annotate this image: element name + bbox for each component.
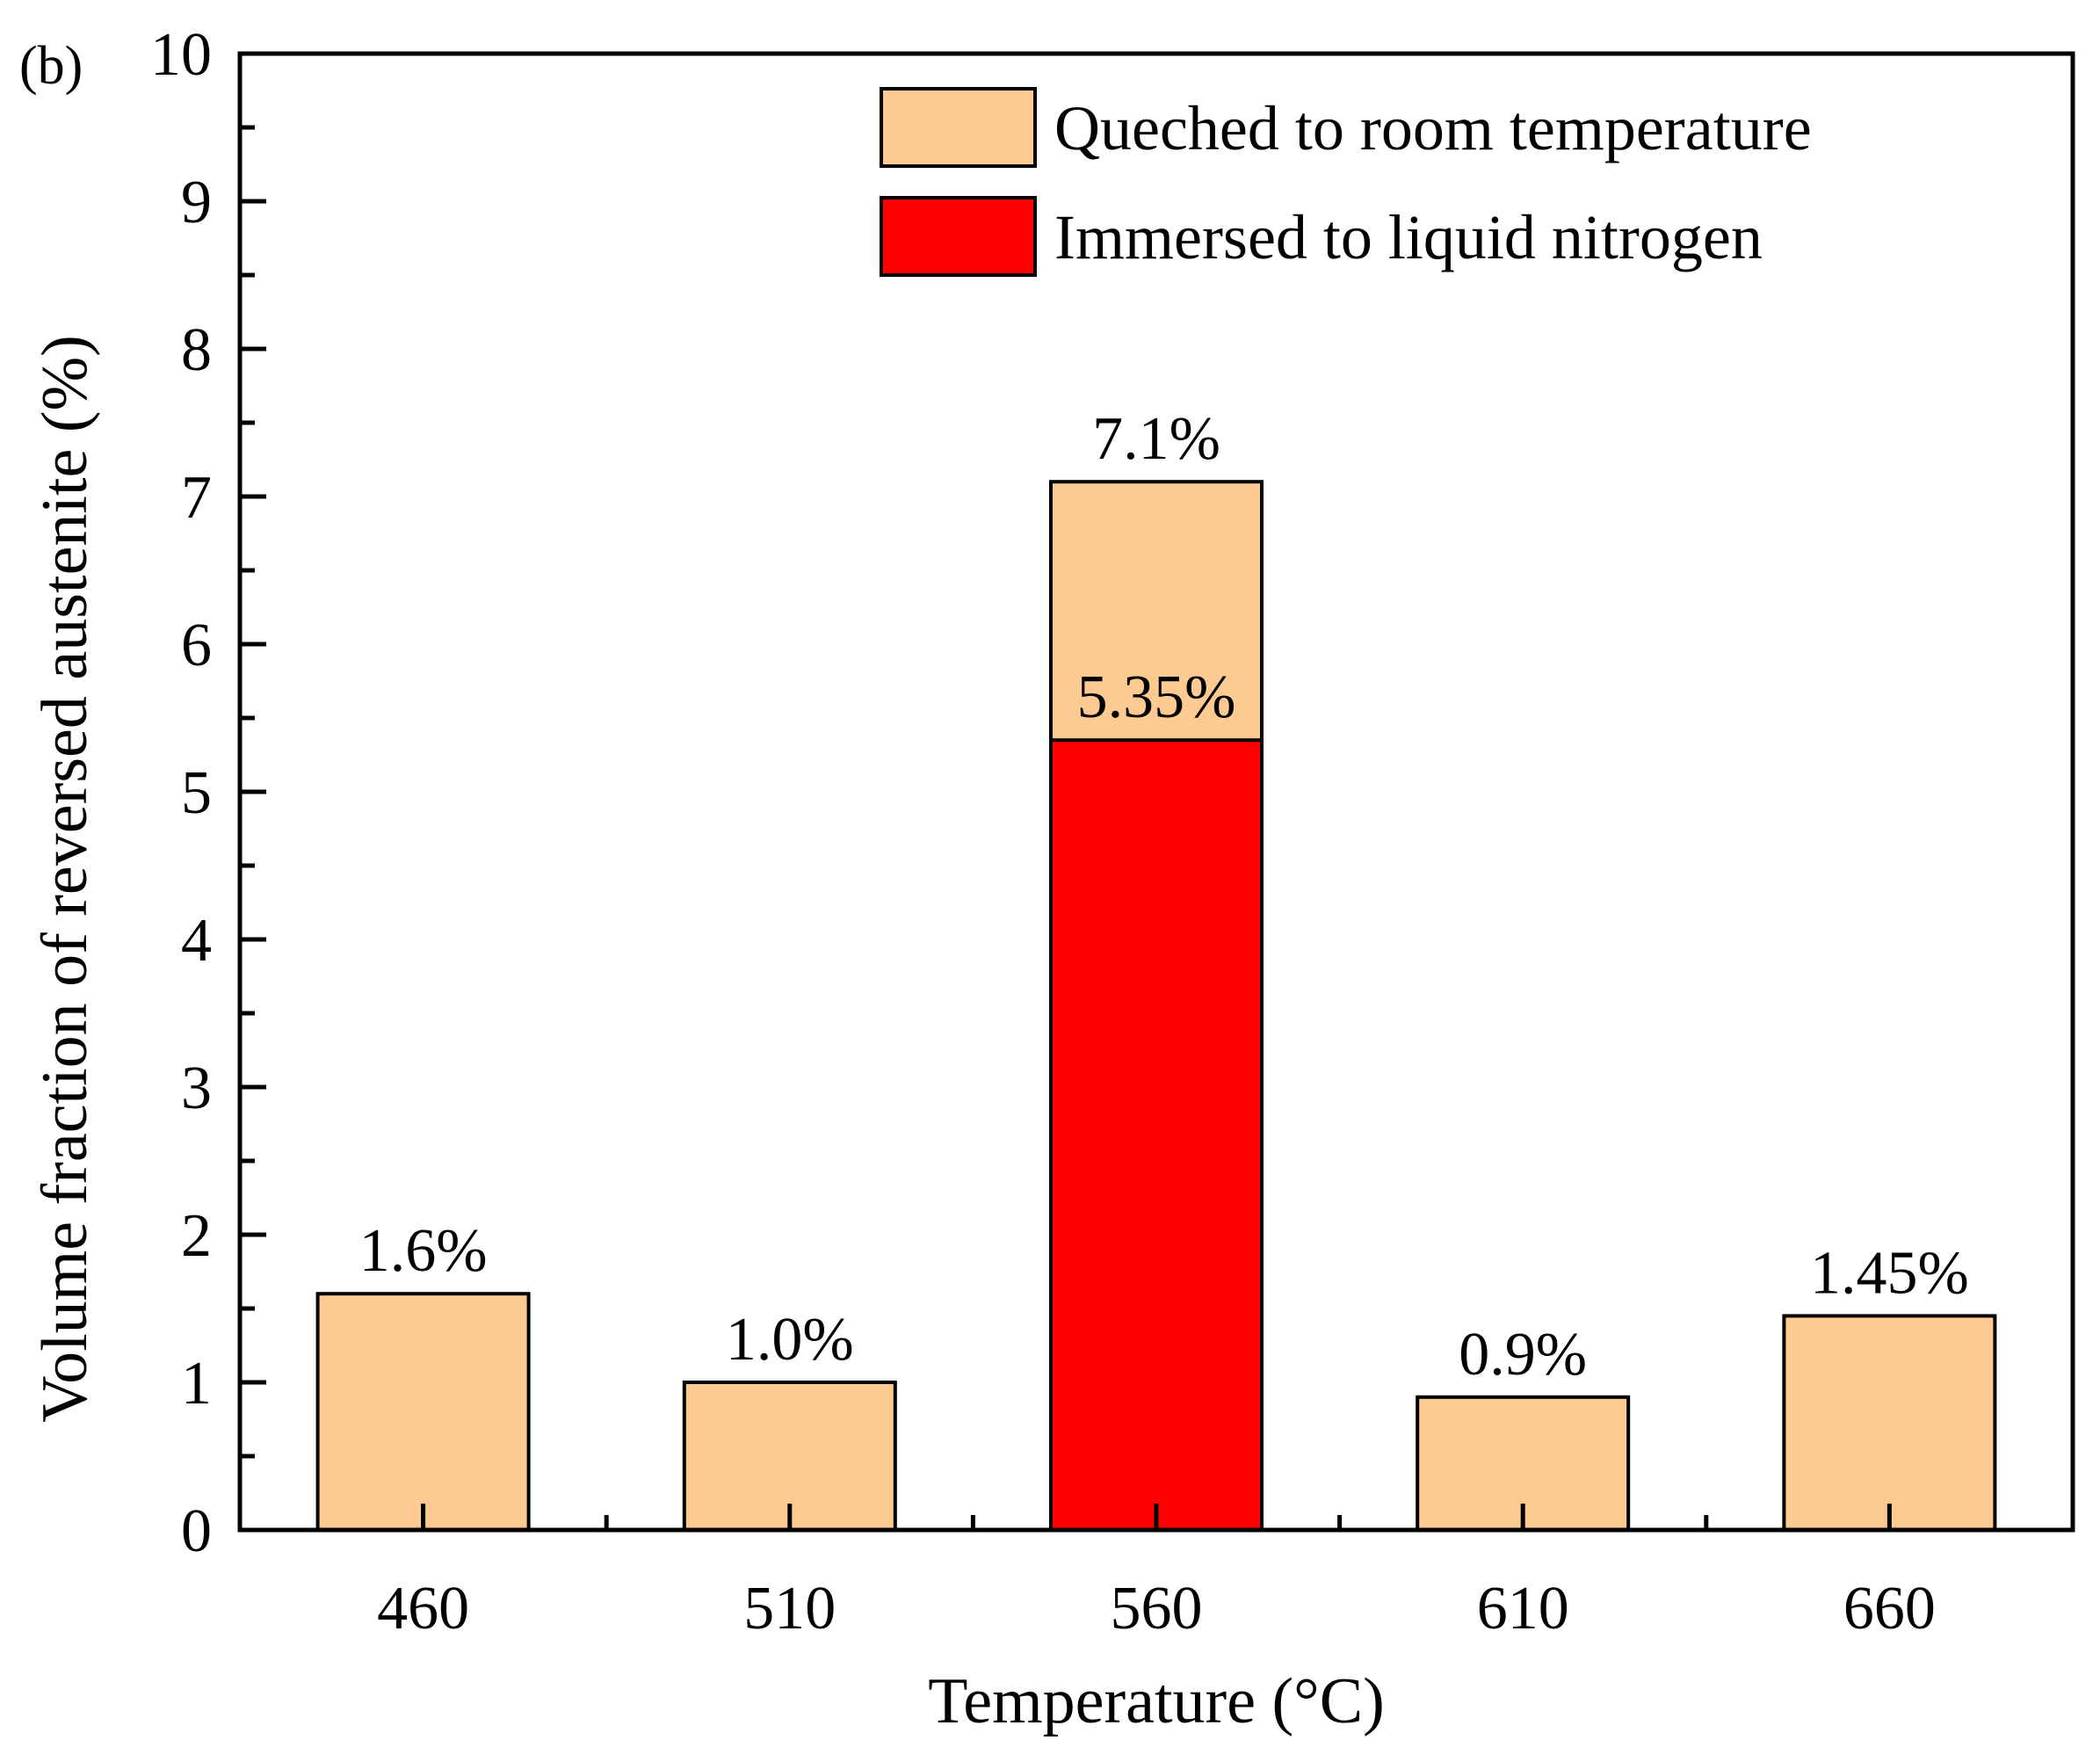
- bar-value-label: 0.9%: [1459, 1321, 1587, 1388]
- bar-value-label: 5.35%: [1077, 663, 1236, 731]
- x-tick-label: 660: [1843, 1575, 1936, 1642]
- legend-swatch: [880, 87, 1037, 168]
- bars-group: [315, 480, 1997, 1533]
- legend-label: Queched to room temperature: [1054, 93, 1812, 163]
- bar-value-label: 1.6%: [359, 1217, 488, 1285]
- legend-label: Immersed to liquid nitrogen: [1054, 202, 1763, 272]
- y-tick-label: 1: [181, 1350, 212, 1417]
- data-labels-group: 1.6% 1.0% 7.1% 0.9% 1.45% 5.35%: [359, 405, 1969, 1388]
- x-tick-label: 610: [1477, 1575, 1569, 1642]
- y-tick-label: 2: [181, 1202, 212, 1270]
- y-tick-label: 6: [181, 612, 212, 679]
- bar-value-label: 1.45%: [1810, 1239, 1969, 1307]
- x-axis-title: Temperature (°C): [928, 1665, 1385, 1737]
- bar-immersed: [1049, 738, 1264, 1532]
- y-tick-label: 7: [181, 464, 212, 532]
- panel-label: (b): [19, 36, 83, 96]
- legend-swatch: [880, 196, 1037, 277]
- y-axis-title: Volume fraction of reversed austenite (%…: [29, 335, 101, 1423]
- y-tick-label: 3: [181, 1055, 212, 1122]
- bar-quenched: [1782, 1314, 1997, 1533]
- ticks-group: 0 1 2 3 4 5 6 7 8 9 10 460 510 560 610 660: [150, 21, 1936, 1642]
- y-tick-label: 9: [181, 169, 212, 236]
- y-tick-label: 8: [181, 316, 212, 384]
- y-tick-label: 5: [181, 759, 212, 827]
- bar-quenched: [315, 1292, 531, 1532]
- y-tick-label: 0: [181, 1497, 212, 1565]
- y-tick-label: 4: [181, 907, 212, 975]
- legend: Queched to room temperature Immersed to l…: [880, 87, 1812, 277]
- bar-value-label: 1.0%: [726, 1306, 854, 1374]
- x-tick-label: 560: [1111, 1575, 1203, 1642]
- plot-frame: [237, 51, 2075, 1533]
- bar-quenched: [1416, 1395, 1631, 1533]
- y-tick-label: 10: [150, 21, 212, 89]
- x-tick-label: 460: [377, 1575, 469, 1642]
- x-tick-label: 510: [743, 1575, 836, 1642]
- bar-value-label: 7.1%: [1092, 405, 1220, 473]
